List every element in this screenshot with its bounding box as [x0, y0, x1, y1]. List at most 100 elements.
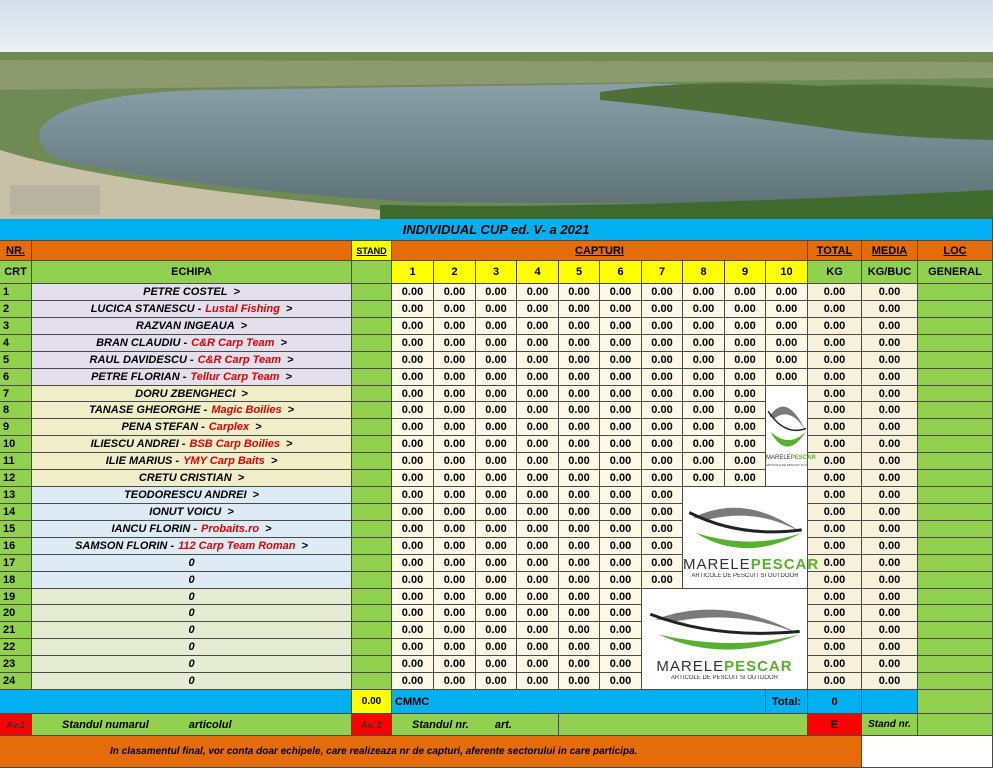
- capture: 0.00: [434, 301, 476, 318]
- capture: 0.00: [725, 318, 766, 335]
- capture: 0.00: [434, 521, 476, 538]
- capture: 0.00: [517, 284, 559, 301]
- capture: 0.00: [476, 538, 517, 555]
- stand-cell: [352, 572, 392, 589]
- capture: 0.00: [683, 369, 725, 386]
- row-number: 21: [0, 622, 32, 639]
- capture: 0.00: [392, 386, 434, 402]
- loc-cell: [918, 335, 993, 352]
- capture: 0.00: [559, 402, 600, 419]
- loc-cell: [918, 589, 993, 605]
- loc-cell: [918, 521, 993, 538]
- capture-number: 2: [434, 261, 476, 284]
- competitor-name: LUCICA STANESCU -: [90, 303, 202, 315]
- capture: 0.00: [559, 538, 600, 555]
- header-general: GENERAL: [918, 261, 993, 284]
- media: 0.00: [862, 369, 918, 386]
- capture: 0.00: [517, 402, 559, 419]
- capture: 0.00: [434, 504, 476, 521]
- capture: 0.00: [517, 453, 559, 470]
- capture: 0.00: [517, 386, 559, 402]
- row-number: 8: [0, 402, 32, 419]
- competitor-name: 0: [188, 607, 195, 619]
- team-name: DORU ZBENGHECI >: [32, 386, 352, 402]
- competitor-name: 0: [188, 624, 195, 636]
- capture: 0.00: [600, 318, 642, 335]
- title: INDIVIDUAL CUP ed. V- a 2021: [0, 219, 993, 241]
- av2: Av. 2: [352, 714, 392, 736]
- loc-cell: [918, 538, 993, 555]
- capture: 0.00: [392, 639, 434, 656]
- arrow: >: [280, 337, 287, 349]
- arrow: >: [285, 303, 293, 315]
- row-number: 12: [0, 470, 32, 487]
- capture: 0.00: [476, 639, 517, 656]
- arrow: >: [270, 455, 278, 467]
- stand-cell: [352, 639, 392, 656]
- row-number: 10: [0, 436, 32, 453]
- capture: 0.00: [600, 419, 642, 436]
- capture: 0.00: [725, 419, 766, 436]
- capture: 0.00: [392, 352, 434, 369]
- logo-word: MARELE: [766, 454, 791, 461]
- header-photo: [0, 0, 993, 219]
- total-kg: 0.00: [808, 470, 862, 487]
- team: Tellur Carp Team: [190, 371, 280, 383]
- team-name: 0: [32, 656, 352, 673]
- loc-cell: [918, 470, 993, 487]
- capture: 0.00: [725, 453, 766, 470]
- capture: 0.00: [683, 301, 725, 318]
- media: 0.00: [862, 352, 918, 369]
- capture: 0.00: [517, 521, 559, 538]
- capture: 0.00: [766, 352, 808, 369]
- capture: 0.00: [392, 673, 434, 690]
- capture: 0.00: [517, 487, 559, 504]
- stand-cell: [352, 555, 392, 572]
- team: C&R Carp Team: [197, 354, 281, 366]
- header-capturi: CAPTURI: [392, 241, 808, 261]
- capture: 0.00: [476, 589, 517, 605]
- logo-graphic: [767, 406, 807, 447]
- capture: 0.00: [476, 673, 517, 690]
- capture: 0.00: [683, 470, 725, 487]
- team-name: PETRE FLORIAN - Tellur Carp Team >: [32, 369, 352, 386]
- competitor-name: 0: [188, 641, 195, 653]
- loc-cell: [918, 318, 993, 335]
- capture: 0.00: [517, 555, 559, 572]
- footer-blank: [862, 736, 993, 768]
- capture: 0.00: [600, 369, 642, 386]
- stand-cell: [352, 622, 392, 639]
- capture: 0.00: [517, 369, 559, 386]
- team-name: 0: [32, 622, 352, 639]
- capture: 0.00: [600, 352, 642, 369]
- media: 0.00: [862, 318, 918, 335]
- capture: 0.00: [600, 386, 642, 402]
- capture: 0.00: [517, 470, 559, 487]
- capture: 0.00: [559, 572, 600, 589]
- capture: 0.00: [600, 284, 642, 301]
- competitor-name: RAZVAN INGEAUA: [135, 320, 235, 332]
- capture: 0.00: [766, 335, 808, 352]
- capture: 0.00: [476, 572, 517, 589]
- capture: 0.00: [434, 386, 476, 402]
- total-kg: 0.00: [808, 656, 862, 673]
- total-kg: 0.00: [808, 318, 862, 335]
- row-number: 17: [0, 555, 32, 572]
- capture: 0.00: [600, 538, 642, 555]
- capture: 0.00: [725, 301, 766, 318]
- competitor-name: 0: [188, 590, 195, 603]
- media: 0.00: [862, 589, 918, 605]
- capture: 0.00: [766, 301, 808, 318]
- capture: 0.00: [476, 284, 517, 301]
- competitor-name: IONUT VOICU: [149, 506, 222, 518]
- capture: 0.00: [434, 470, 476, 487]
- capture: 0.00: [434, 436, 476, 453]
- stand-cell: [352, 453, 392, 470]
- capture: 0.00: [559, 436, 600, 453]
- arrow: >: [265, 523, 272, 535]
- team-name: IANCU FLORIN - Probaits.ro >: [32, 521, 352, 538]
- team: Magic Boilies: [211, 404, 282, 416]
- notes-blank: [559, 714, 808, 736]
- capture: 0.00: [476, 656, 517, 673]
- capture: 0.00: [725, 284, 766, 301]
